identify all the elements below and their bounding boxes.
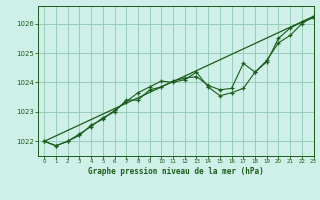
X-axis label: Graphe pression niveau de la mer (hPa): Graphe pression niveau de la mer (hPa)	[88, 167, 264, 176]
